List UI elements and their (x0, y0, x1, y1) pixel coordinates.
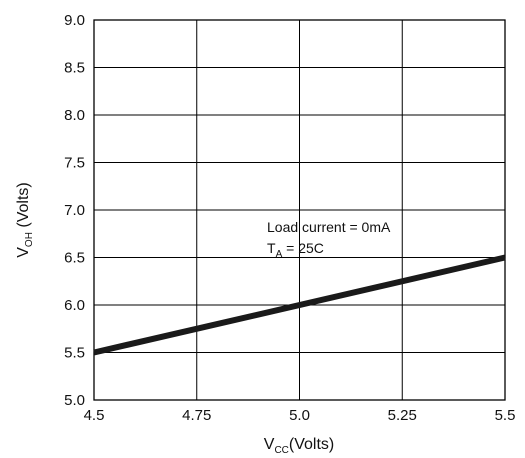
y-tick-label: 8.5 (64, 60, 85, 77)
series-lines (93, 254, 506, 356)
x-tick-label: 5.0 (289, 407, 310, 424)
x-axis-title: VCC(Volts) (264, 436, 334, 456)
series-line (93, 254, 506, 356)
x-tick-label: 4.75 (182, 407, 211, 424)
y-tick-label: 7.5 (64, 155, 85, 172)
y-axis-title-sub: OH (24, 232, 35, 247)
x-axis-title-main: V (264, 436, 275, 453)
y-tick-label: 5.5 (64, 345, 85, 362)
x-tick-label: 5.5 (495, 407, 516, 424)
annotation-temp-main: T (267, 240, 276, 256)
annotation-load-current: Load current = 0mA (267, 219, 391, 235)
annotation-temp-rest: = 25C (282, 240, 324, 256)
y-tick-label: 8.0 (64, 107, 85, 124)
annotation-temp-sub: A (276, 249, 283, 260)
grid (93, 19, 506, 401)
x-tick-label: 5.25 (388, 407, 417, 424)
x-tick-label: 4.5 (84, 407, 105, 424)
x-axis-title-sub: CC (274, 445, 288, 456)
y-tick-label: 6.0 (64, 297, 85, 314)
y-axis-title-main: V (15, 247, 32, 258)
annotation-temperature: TA = 25C (267, 240, 324, 260)
tick-labels: 4.5 4.75 5.0 5.25 5.5 5.0 5.5 6.0 6.5 7.0 7.5 8.0 8.… (64, 12, 515, 424)
x-axis-title-rest: (Volts) (289, 436, 334, 453)
y-tick-label: 5.0 (64, 392, 85, 409)
y-axis-title: VOH (Volts) (15, 182, 35, 257)
y-axis-title-rest: (Volts) (15, 182, 32, 232)
y-tick-label: 6.5 (64, 250, 85, 267)
y-tick-label: 7.0 (64, 202, 85, 219)
y-tick-label: 9.0 (64, 12, 85, 29)
